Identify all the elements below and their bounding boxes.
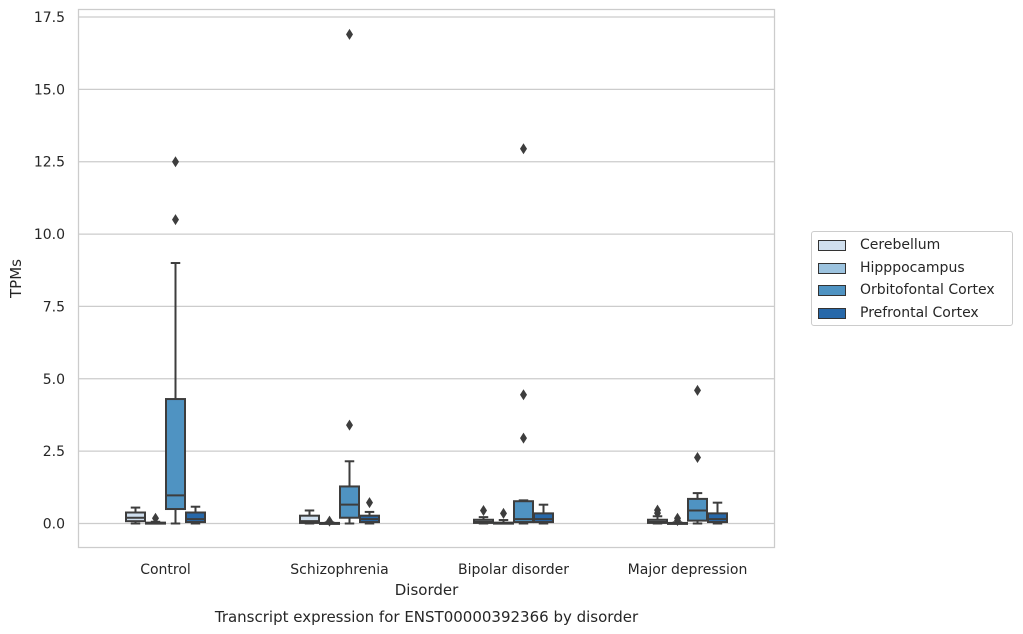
box-iqr <box>339 485 360 519</box>
box-iqr <box>185 511 206 524</box>
x-tick-labels: Control Schizophrenia Bipolar disorder Majo… <box>140 562 747 578</box>
outlier-point <box>326 515 333 527</box>
box-prefrontal-cortex-bipolar-disorder <box>533 503 554 525</box>
box-hipppocampus-major-depression <box>667 512 688 527</box>
legend-label-cerebellum: Cerebellum <box>860 237 941 253</box>
legend: Cerebellum Hipppocampus Orbitofontal Cor… <box>811 231 1013 326</box>
x-tick-label-schizophrenia: Schizophrenia <box>290 562 388 578</box>
outlier-point <box>172 156 179 168</box>
outlier-point <box>520 389 527 401</box>
gridlines <box>78 16 775 525</box>
y-tick-label: 10.0 <box>34 227 65 243</box>
box-orbitofontal-cortex-bipolar-disorder <box>513 143 534 525</box>
plot-frame <box>77 8 776 549</box>
legend-item-cerebellum: Cerebellum <box>818 235 940 255</box>
y-tick-labels: 0.0 2.5 5.0 7.5 10.0 12.5 15.0 17.5 <box>34 10 65 533</box>
box-prefrontal-cortex-control <box>185 505 206 525</box>
y-axis-label: TPMs <box>7 259 25 299</box>
box-orbitofontal-cortex-major-depression <box>687 384 708 525</box>
box-iqr <box>533 512 554 524</box>
outlier-point <box>500 507 507 519</box>
legend-swatch-prefrontal-cortex <box>818 307 846 319</box>
y-tick-label: 5.0 <box>43 372 65 388</box>
box-iqr <box>513 500 534 524</box>
outlier-point <box>152 512 159 524</box>
outlier-point <box>520 432 527 444</box>
x-tick-label-major-depression: Major depression <box>628 562 748 578</box>
legend-label-orbitofontal-cortex: Orbitofontal Cortex <box>860 282 995 298</box>
box-cerebellum-major-depression <box>647 504 668 525</box>
legend-label-prefrontal-cortex: Prefrontal Cortex <box>860 305 979 321</box>
box-hipppocampus-bipolar-disorder <box>493 507 514 525</box>
x-tick-label-control: Control <box>140 562 191 578</box>
legend-swatch-hipppocampus <box>818 262 846 274</box>
legend-item-hipppocampus: Hipppocampus <box>818 258 965 278</box>
box-series <box>125 28 728 527</box>
box-prefrontal-cortex-major-depression <box>707 501 728 525</box>
outlier-point <box>480 504 487 516</box>
box-hipppocampus-control <box>145 512 166 525</box>
outlier-point <box>346 28 353 40</box>
chart-caption: Transcript expression for ENST0000039236… <box>214 608 639 626</box>
outlier-point <box>346 419 353 431</box>
legend-label-hipppocampus: Hipppocampus <box>860 260 965 276</box>
outlier-point <box>654 504 661 516</box>
box-hipppocampus-schizophrenia <box>319 515 340 527</box>
outlier-point <box>366 497 373 509</box>
box-iqr <box>165 398 186 511</box>
x-axis-label: Disorder <box>395 581 459 599</box>
box-iqr <box>299 514 320 524</box>
outlier-point <box>520 143 527 155</box>
box-cerebellum-bipolar-disorder <box>473 504 494 525</box>
legend-item-orbitofontal-cortex: Orbitofontal Cortex <box>818 280 995 300</box>
y-tick-label: 12.5 <box>34 155 65 171</box>
outlier-point <box>694 452 701 464</box>
y-tick-label: 17.5 <box>34 10 65 26</box>
box-prefrontal-cortex-schizophrenia <box>359 497 380 525</box>
y-tick-label: 2.5 <box>43 444 65 460</box>
legend-swatch-orbitofontal-cortex <box>818 284 846 296</box>
y-tick-label: 15.0 <box>34 82 65 98</box>
y-tick-label: 7.5 <box>43 299 65 315</box>
outlier-point <box>694 384 701 396</box>
box-cerebellum-schizophrenia <box>299 509 320 525</box>
legend-item-prefrontal-cortex: Prefrontal Cortex <box>818 303 979 323</box>
outlier-point <box>172 214 179 226</box>
box-orbitofontal-cortex-control <box>165 156 186 525</box>
box-iqr <box>707 512 728 524</box>
box-orbitofontal-cortex-schizophrenia <box>339 28 360 525</box>
box-cerebellum-control <box>125 506 146 525</box>
outlier-point <box>674 512 681 524</box>
legend-swatch-cerebellum <box>818 239 846 251</box>
y-tick-label: 0.0 <box>43 517 65 533</box>
x-tick-label-bipolar-disorder: Bipolar disorder <box>458 562 569 578</box>
